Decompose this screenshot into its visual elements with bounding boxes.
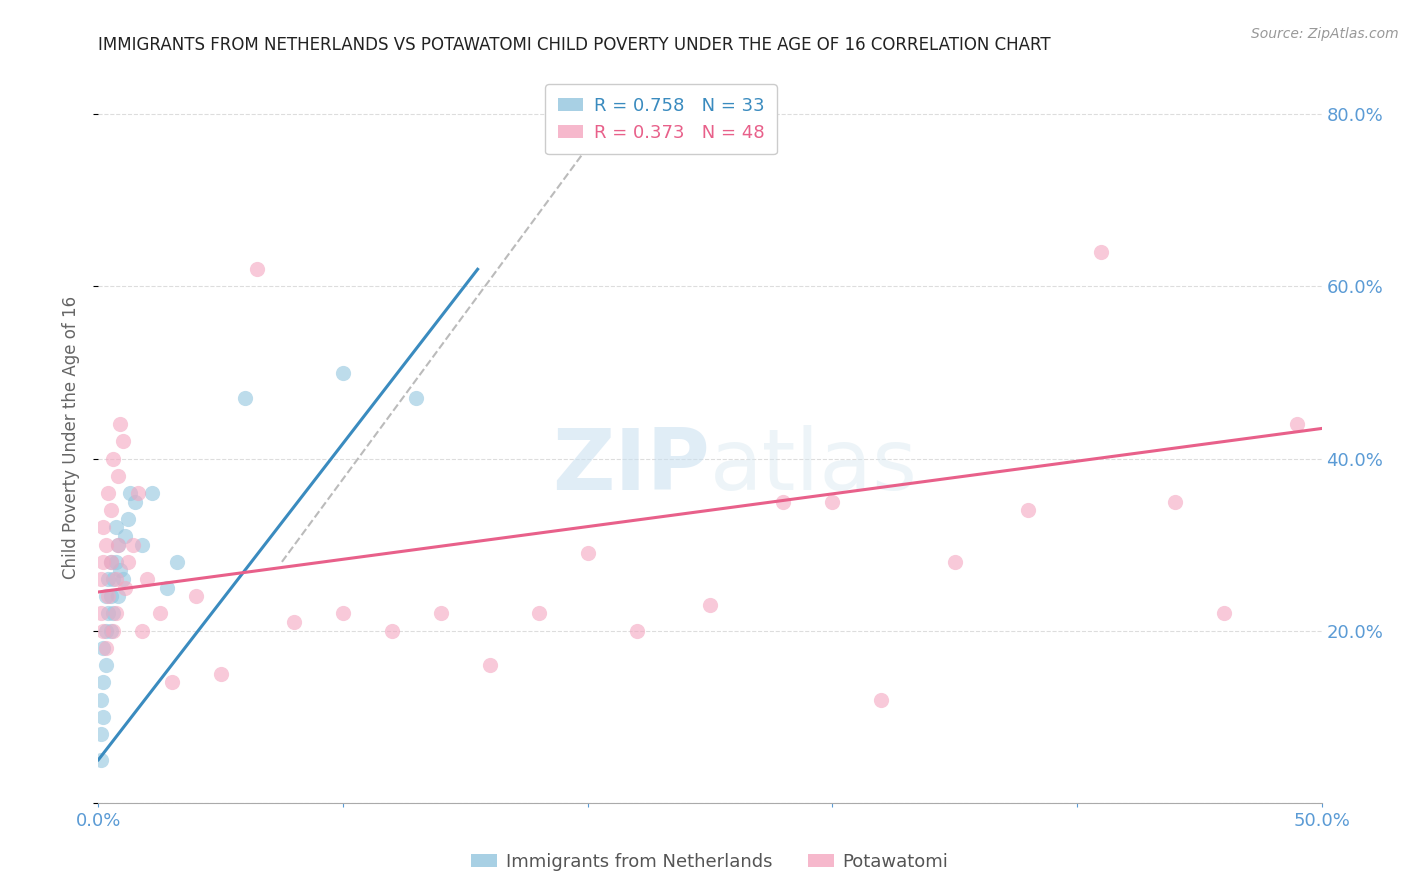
Point (576, 546, 599, 560)
Point (332, 366, 354, 380)
Point (1017, 503, 1039, 517)
Point (114, 581, 136, 595)
Point (117, 555, 139, 569)
Point (1090, 245, 1112, 260)
Text: ZIP: ZIP (553, 425, 710, 508)
Point (870, 692, 893, 706)
Point (405, 392, 427, 406)
Point (94, 640, 117, 655)
Point (100, 589, 122, 603)
Point (104, 572, 127, 586)
Point (626, 624, 648, 638)
Point (90, 727, 112, 741)
Point (90, 607, 112, 621)
Point (111, 434, 134, 449)
Point (131, 538, 153, 552)
Text: Source: ZipAtlas.com: Source: ZipAtlas.com (1251, 27, 1399, 41)
Point (90, 692, 112, 706)
Point (209, 666, 232, 681)
Point (107, 538, 129, 552)
Point (97, 572, 120, 586)
Point (430, 607, 453, 621)
Point (97, 607, 120, 621)
Point (90, 572, 112, 586)
Text: IMMIGRANTS FROM NETHERLANDS VS POTAWATOMI CHILD POVERTY UNDER THE AGE OF 16 CORR: IMMIGRANTS FROM NETHERLANDS VS POTAWATOM… (98, 36, 1052, 54)
Point (101, 624, 124, 638)
Point (101, 451, 124, 466)
Point (104, 520, 127, 534)
Point (283, 615, 305, 629)
Point (699, 598, 721, 612)
Point (821, 494, 844, 508)
Text: atlas: atlas (710, 425, 918, 508)
Point (94, 658, 117, 673)
Point (160, 675, 183, 690)
Point (136, 572, 159, 586)
Point (104, 607, 127, 621)
Point (478, 658, 501, 673)
Point (101, 607, 124, 621)
Point (107, 538, 129, 552)
Point (101, 572, 124, 586)
Point (97, 589, 120, 603)
Point (94, 624, 117, 638)
Point (381, 624, 404, 638)
Point (186, 589, 208, 603)
Point (233, 392, 256, 406)
Point (91, 555, 114, 569)
Point (772, 494, 794, 508)
Point (91, 675, 114, 690)
Point (117, 512, 139, 526)
Point (166, 555, 188, 569)
Point (100, 555, 122, 569)
Point (114, 529, 136, 543)
Point (91, 624, 114, 638)
Point (527, 607, 550, 621)
Point (943, 555, 966, 569)
Point (97, 486, 120, 500)
Point (332, 607, 354, 621)
Point (1286, 417, 1309, 432)
Point (91, 640, 114, 655)
Point (124, 494, 146, 508)
Point (156, 581, 179, 595)
Point (100, 555, 122, 569)
Y-axis label: Child Poverty Under the Age of 16: Child Poverty Under the Age of 16 (62, 295, 80, 579)
Point (1212, 607, 1234, 621)
Point (127, 486, 149, 500)
Point (94, 538, 117, 552)
Point (131, 624, 153, 638)
Point (1164, 494, 1187, 508)
Point (100, 503, 122, 517)
Point (91, 710, 114, 724)
Point (100, 624, 122, 638)
Point (246, 262, 269, 277)
Point (110, 564, 132, 578)
Point (94, 589, 117, 603)
Point (90, 753, 112, 767)
Point (110, 417, 132, 432)
Point (91, 520, 114, 534)
Point (141, 486, 163, 500)
Point (107, 468, 129, 483)
Point (120, 486, 142, 500)
Legend: Immigrants from Netherlands, Potawatomi: Immigrants from Netherlands, Potawatomi (464, 846, 956, 878)
Point (111, 572, 134, 586)
Point (107, 589, 129, 603)
Point (121, 538, 143, 552)
Point (149, 607, 172, 621)
Point (104, 555, 127, 569)
